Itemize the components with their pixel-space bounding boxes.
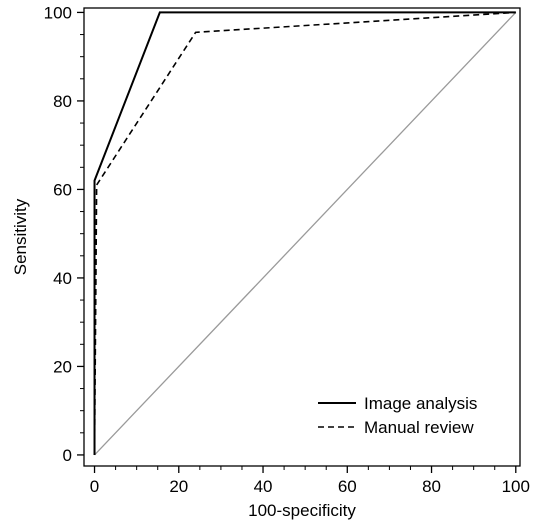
y-axis-title: Sensitivity	[11, 198, 30, 275]
y-tick-label-40: 40	[53, 269, 72, 288]
legend-label-image-analysis: Image analysis	[364, 394, 477, 413]
legend-label-manual-review: Manual review	[364, 418, 474, 437]
x-tick-label-40: 40	[254, 477, 273, 496]
x-tick-label-80: 80	[422, 477, 441, 496]
axes: 0 20 40 60 80 100 0 20 40 60 80 100	[44, 3, 530, 496]
y-tick-label-20: 20	[53, 357, 72, 376]
y-tick-label-60: 60	[53, 180, 72, 199]
y-tick-label-100: 100	[44, 3, 72, 22]
y-tick-label-80: 80	[53, 92, 72, 111]
x-tick-label-100: 100	[502, 477, 530, 496]
series-line-image-analysis	[93, 11, 516, 455]
x-tick-label-0: 0	[90, 477, 99, 496]
legend: Image analysis Manual review	[318, 394, 477, 437]
series-line-manual-review	[93, 11, 516, 455]
plot-area	[93, 11, 517, 456]
y-tick-label-0: 0	[63, 446, 72, 465]
x-tick-label-20: 20	[169, 477, 188, 496]
reference-diagonal-line	[94, 11, 517, 456]
x-tick-label-60: 60	[338, 477, 357, 496]
plot-frame	[83, 7, 521, 467]
x-axis-title: 100-specificity	[248, 501, 356, 520]
